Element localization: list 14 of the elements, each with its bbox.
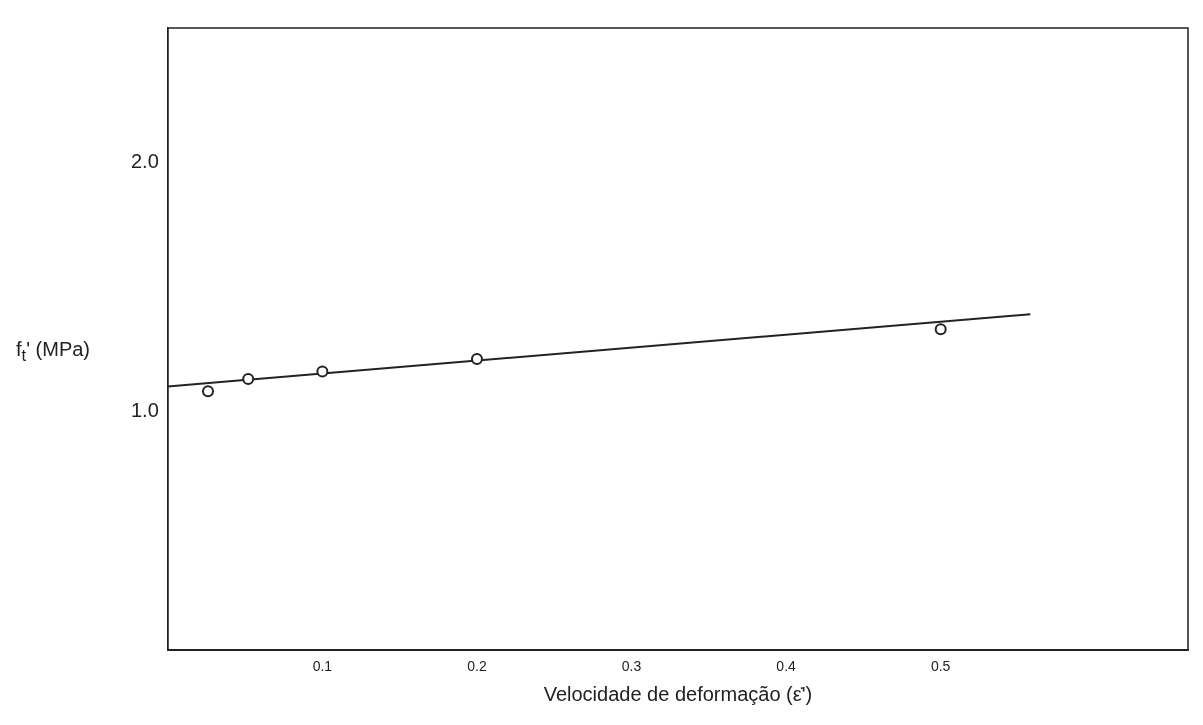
x-tick-label: 0.1	[312, 658, 333, 675]
point	[316, 365, 329, 378]
y-tick-label: 2.0	[130, 149, 159, 172]
x-tick-label: 0.2	[467, 658, 487, 675]
point	[201, 385, 214, 398]
x-axis-title: Velocidade de deformação (ε̇')	[543, 682, 813, 705]
point	[242, 372, 255, 385]
point	[934, 323, 947, 336]
y-tick-label: 1.0	[130, 398, 159, 421]
y-axis-title: f$_{t}$' (MPa)	[15, 338, 91, 366]
point	[470, 353, 483, 366]
x-tick-label: 0.4	[776, 658, 797, 675]
x-tick-label: 0.5	[930, 658, 951, 675]
x-tick-label: 0.3	[621, 658, 642, 675]
